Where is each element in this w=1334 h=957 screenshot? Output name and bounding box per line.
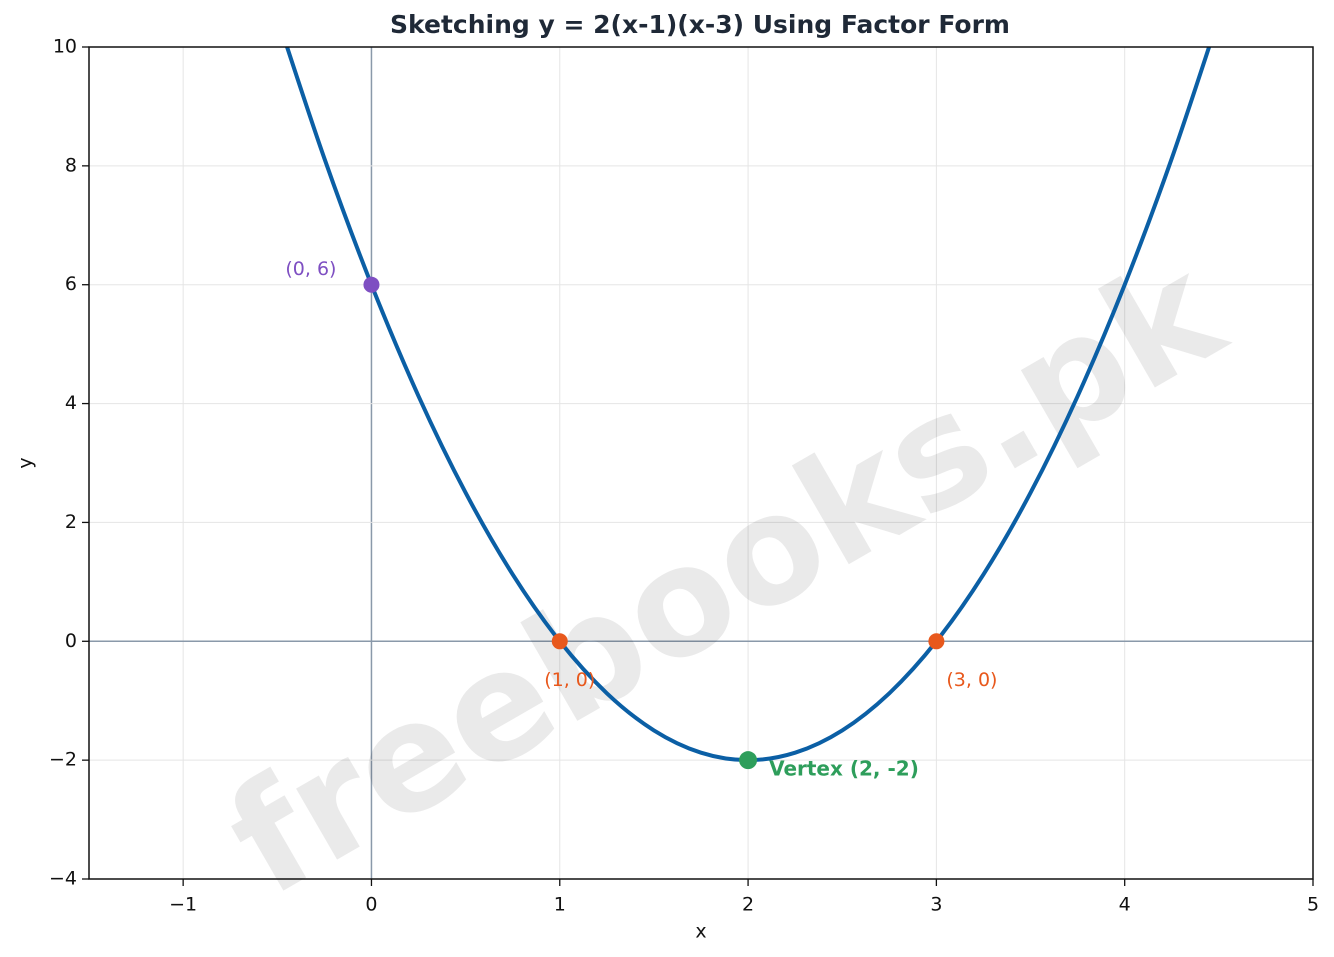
axes-frame (88, 46, 1314, 880)
key-point (363, 276, 380, 293)
key-point (551, 633, 568, 650)
key-point (928, 633, 945, 650)
x-tick-label: 4 (1119, 894, 1131, 916)
x-tick-label: −1 (169, 894, 197, 916)
x-tick-label: 5 (1307, 894, 1319, 916)
y-tick-label: 0 (65, 630, 77, 652)
x-tick-label: 1 (554, 894, 566, 916)
chart-title: Sketching y = 2(x-1)(x-3) Using Factor F… (390, 10, 1010, 39)
x-tick-label: 3 (930, 894, 942, 916)
y-tick-label: −2 (49, 749, 77, 771)
y-tick-label: 6 (65, 273, 77, 295)
point-label: (1, 0) (544, 669, 595, 691)
y-tick-label: 10 (53, 36, 77, 58)
y-tick-label: 8 (65, 154, 77, 176)
x-tick-label: 0 (365, 894, 377, 916)
y-tick-label: 4 (65, 392, 77, 414)
key-point (739, 751, 758, 770)
x-axis-label: x (695, 921, 706, 943)
point-label: Vertex (2, -2) (769, 757, 919, 781)
y-tick-label: 2 (65, 511, 77, 533)
point-label: (3, 0) (946, 669, 997, 691)
ticks: −1 0 1 2 3 4 5 −4 −2 0 2 4 6 8 10 (49, 36, 1319, 916)
point-label: (0, 6) (285, 258, 336, 280)
x-tick-label: 2 (742, 894, 754, 916)
y-axis-label: y (15, 457, 37, 468)
y-tick-label: −4 (49, 868, 77, 890)
